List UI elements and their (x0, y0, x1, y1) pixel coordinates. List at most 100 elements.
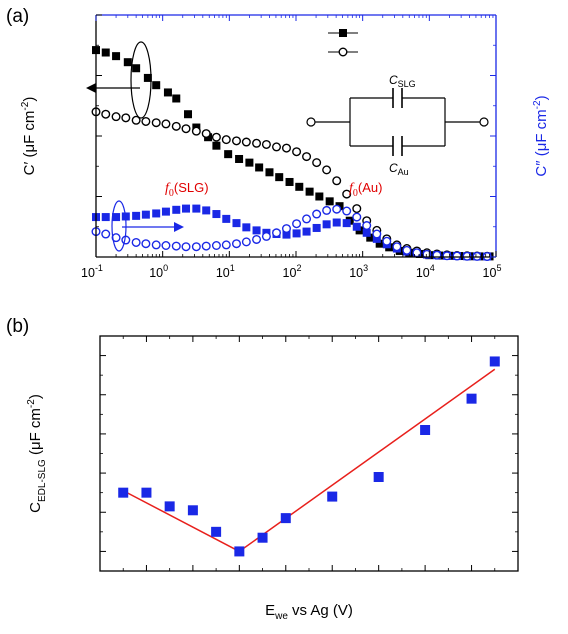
circuit-terminal-left (306, 117, 316, 127)
series-1-point (101, 109, 111, 119)
series-3-point (201, 241, 211, 251)
series-2-point (372, 234, 381, 243)
series-1-point (211, 132, 221, 142)
series-0-point (366, 233, 375, 242)
series-0-point (212, 141, 221, 150)
series-2-point (132, 211, 141, 220)
series-3-point (322, 205, 332, 215)
data-point (234, 546, 245, 557)
series-0-point (163, 88, 172, 97)
y-left-axis-title: C′ (μF cm-2) (20, 97, 38, 176)
series-0-point (143, 73, 152, 82)
series-1-point (281, 143, 291, 153)
data-point (187, 505, 198, 516)
series-1-point (131, 115, 141, 125)
series-2-point (141, 210, 150, 219)
capacitor-au-label: CAu (389, 161, 409, 177)
panel-b: (b) Ewe vs Ag (V) CEDL-SLG (μF cm-2) (6, 316, 519, 622)
series-0-point (101, 48, 110, 57)
series-3-point (131, 237, 141, 247)
series-1-point (272, 142, 282, 152)
series-1-point (241, 137, 251, 147)
series-3-point (281, 224, 291, 234)
panel-b-series (118, 356, 500, 557)
x-tick-label: 10-1 (81, 263, 103, 280)
series-3-point (272, 228, 282, 238)
series-0-point (275, 173, 284, 182)
capacitor-slg-label: CSLG (389, 73, 416, 89)
data-point (420, 425, 431, 435)
series-2-point (172, 205, 181, 214)
fit-line-0 (122, 490, 240, 553)
series-2-point (112, 213, 121, 222)
fit-line-1 (238, 368, 496, 553)
series-3-point (342, 206, 352, 216)
panel-a-series (91, 46, 494, 262)
series-2-point (101, 213, 110, 222)
series-3-point (392, 242, 402, 252)
series-3-point (452, 251, 462, 261)
panel-b-label: (b) (6, 316, 29, 337)
series-3-point (332, 204, 342, 214)
series-2-point (312, 223, 321, 232)
series-2-point (302, 227, 311, 236)
series-0-point (224, 150, 233, 159)
series-1-point (312, 158, 322, 168)
legend-marker-with-slg (339, 29, 347, 37)
panel-a-axes: 10-1 100 101 102 103 104 105 C′ (μF cm-2) C″ (μF… (20, 14, 550, 280)
series-0-point (112, 52, 121, 61)
x-tick-label: 102 (283, 263, 302, 280)
series-2-point (342, 219, 351, 228)
x-tick-label: 101 (216, 263, 235, 280)
series-3-point (292, 219, 302, 229)
series-0-point (265, 168, 274, 177)
data-point (489, 356, 500, 367)
series-0-point (285, 177, 294, 186)
series-1-point (292, 147, 302, 157)
ellipse-right-axis (111, 200, 127, 252)
legend-marker-without-slg (338, 47, 348, 57)
series-0-point (325, 197, 334, 206)
panel-a-annotations: f0(SLG) f0(Au) CSLG CAu (86, 29, 489, 252)
x-tick-label: 105 (483, 263, 502, 280)
series-3-point (151, 240, 161, 250)
series-3-point (171, 241, 181, 251)
legend (328, 29, 358, 57)
series-2-point (192, 204, 201, 213)
series-0-point (255, 163, 264, 172)
series-2-point (362, 228, 371, 237)
series-3-point (101, 229, 111, 239)
circuit-terminal-right (479, 117, 489, 127)
series-3-point (352, 212, 362, 222)
series-1-point (231, 136, 241, 146)
y-right-axis-title: C″ (μF cm-2) (532, 95, 550, 176)
series-1-point (191, 126, 201, 136)
series-1-point (221, 135, 231, 145)
series-3-point (181, 242, 191, 252)
x-tick-label: 104 (416, 263, 435, 280)
series-1-point (151, 118, 161, 128)
x-axis-title: Ewe vs Ag (V) (265, 602, 353, 622)
data-point (164, 501, 175, 512)
series-2-point (202, 206, 211, 215)
series-3-point (382, 236, 392, 246)
series-2-point (212, 210, 221, 219)
series-0-point (305, 187, 314, 196)
series-1-point (201, 129, 211, 139)
series-2-point (252, 226, 261, 235)
series-2-point (322, 220, 331, 229)
series-1-point (161, 119, 171, 129)
series-1-point (252, 138, 262, 148)
series-3-point (241, 237, 251, 247)
series-3-point (312, 209, 322, 219)
panel-b-frame (99, 335, 519, 572)
series-2-point (292, 229, 301, 238)
data-point (280, 513, 291, 524)
series-1-point (111, 112, 121, 122)
y-axis-title: CEDL-SLG (μF cm-2) (26, 394, 48, 513)
series-0-point (375, 239, 384, 248)
series-3-point (261, 231, 271, 241)
series-2-point (161, 207, 170, 216)
series-0-point (184, 110, 193, 119)
series-3-point (211, 241, 221, 251)
